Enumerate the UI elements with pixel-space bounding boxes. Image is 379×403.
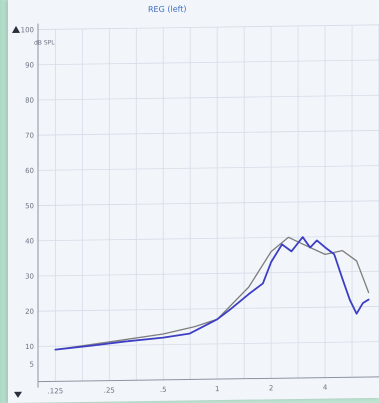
grid-line-horizontal <box>38 306 379 312</box>
y-tick-label: 10 <box>25 343 34 351</box>
axes <box>37 23 379 388</box>
grid-line-horizontal <box>38 24 379 30</box>
audiogram-window: REG (left) dB SPL 100 90 80 70 60 50 40 30 20 10 5… <box>8 0 379 403</box>
grid <box>38 24 379 382</box>
grid-line-horizontal <box>38 235 379 242</box>
monitor-bezel <box>0 0 10 403</box>
grid-line-horizontal <box>38 59 379 66</box>
y-tick-label: 30 <box>25 273 34 281</box>
x-tick-label: 1 <box>215 385 219 393</box>
x-tick-label: 4 <box>323 384 328 392</box>
y-tick-label: 80 <box>25 97 34 105</box>
response-chart: REG (left) dB SPL 100 90 80 70 60 50 40 30 20 10 5… <box>12 5 379 398</box>
series-lines <box>54 236 370 351</box>
x-tick-labels: .125 .25 .5 1 2 4 <box>48 384 328 396</box>
grid-line-horizontal <box>38 165 379 171</box>
grid-line-horizontal <box>38 200 379 206</box>
y-tick-label: 60 <box>25 167 34 175</box>
scroll-down-arrow-icon[interactable] <box>14 391 22 398</box>
x-tick-label: .125 <box>48 387 64 395</box>
y-axis-unit-label: dB SPL <box>34 39 55 46</box>
y-tick-label: 50 <box>25 202 34 210</box>
y-tick-label: 40 <box>25 237 34 245</box>
x-tick-label: .25 <box>104 387 115 395</box>
y-tick-label: 100 <box>21 26 34 34</box>
x-axis-line <box>38 376 379 383</box>
y-tick-label: 70 <box>25 132 34 140</box>
x-tick-label: 2 <box>269 384 273 392</box>
grid-line-horizontal <box>38 270 379 277</box>
y-tick-label: 90 <box>25 61 34 69</box>
measured-response-line <box>54 236 370 351</box>
grid-line-horizontal <box>38 130 379 136</box>
scroll-up-arrow-icon[interactable] <box>12 25 20 33</box>
x-tick-label: .5 <box>160 386 167 394</box>
y-tick-label: 20 <box>25 308 34 316</box>
chart-title: REG (left) <box>148 5 187 15</box>
target-response-line <box>54 236 370 351</box>
y-tick-labels: 100 90 80 70 60 50 40 30 20 10 5 <box>21 26 34 369</box>
y-tick-label: 5 <box>30 361 34 369</box>
grid-line-horizontal <box>38 94 379 101</box>
